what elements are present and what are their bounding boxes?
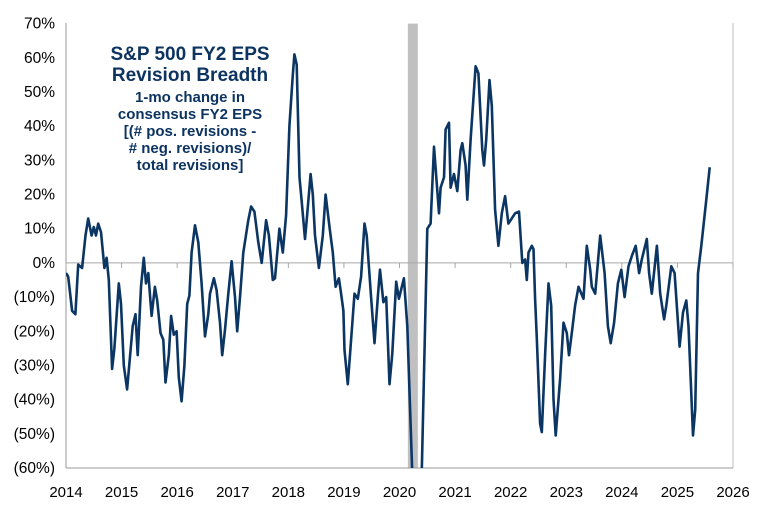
y-tick-label: (40%) xyxy=(14,392,55,409)
x-tick-label: 2019 xyxy=(327,484,360,501)
x-tick-label: 2015 xyxy=(105,484,138,501)
chart-title-box: S&P 500 FY2 EPS Revision Breadth 1-mo ch… xyxy=(90,44,290,174)
x-tick-label: 2023 xyxy=(550,484,583,501)
y-tick-label: (20%) xyxy=(14,323,55,340)
x-tick-label: 2020 xyxy=(383,484,416,501)
y-tick-label: (50%) xyxy=(14,426,55,443)
y-tick-label: 10% xyxy=(24,221,55,238)
subtitle-line: 1-mo change in xyxy=(134,89,246,106)
y-tick-label: 0% xyxy=(33,255,56,272)
subtitle-line: [(# pos. revisions - xyxy=(123,123,257,140)
y-tick-label: 20% xyxy=(24,187,55,204)
chart-subtitle: 1-mo change in consensus FY2 EPS [(# pos… xyxy=(90,89,290,174)
series-line-revision-breadth xyxy=(66,53,711,468)
y-tick-label: (10%) xyxy=(14,289,55,306)
x-tick-label: 2018 xyxy=(272,484,305,501)
y-tick-label: 50% xyxy=(24,84,55,101)
x-tick-label: 2024 xyxy=(605,484,638,501)
x-tick-label: 2022 xyxy=(494,484,527,501)
x-tick-label: 2016 xyxy=(160,484,193,501)
x-tick-label: 2025 xyxy=(661,484,694,501)
subtitle-line: # neg. revisions)/ xyxy=(128,140,252,157)
y-tick-label: 70% xyxy=(24,16,55,33)
y-tick-label: 40% xyxy=(24,118,55,135)
y-tick-label: (60%) xyxy=(14,460,55,477)
subtitle-line: consensus FY2 EPS xyxy=(117,106,263,123)
y-tick-label: 30% xyxy=(24,152,55,169)
x-tick-label: 2014 xyxy=(49,484,82,501)
y-tick-label: (30%) xyxy=(14,357,55,374)
y-tick-label: 60% xyxy=(24,50,55,67)
chart-title: S&P 500 FY2 EPS Revision Breadth xyxy=(110,44,270,86)
x-tick-label: 2026 xyxy=(716,484,749,501)
subtitle-line: total revisions] xyxy=(136,157,244,174)
recession-shading xyxy=(407,23,418,468)
x-tick-label: 2017 xyxy=(216,484,249,501)
x-tick-label: 2021 xyxy=(438,484,471,501)
